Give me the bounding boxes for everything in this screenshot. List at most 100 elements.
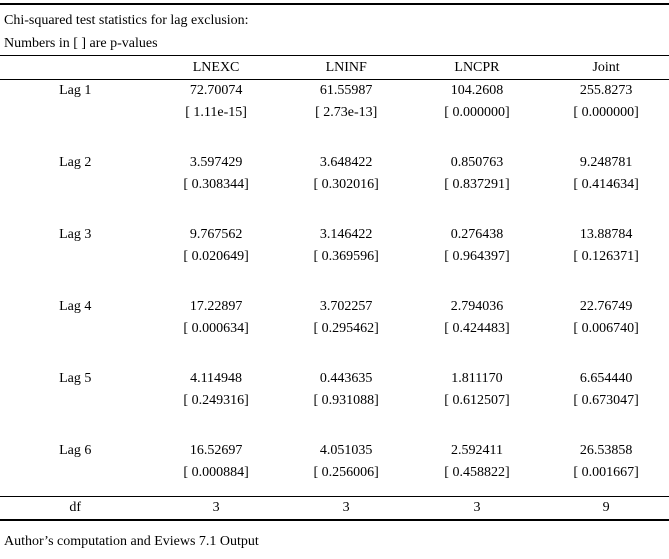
stat-value: 3.648422 — [319, 155, 373, 170]
pvalue: [ 0.000884] — [183, 465, 249, 480]
stat-value: 2.794036 — [450, 299, 504, 314]
pvalue: [ 0.256006] — [313, 465, 379, 480]
stat-value: 9.248781 — [579, 155, 633, 170]
spacer-cell — [0, 124, 669, 152]
spacer-cell — [0, 340, 669, 368]
stat-value: 13.88784 — [579, 227, 633, 242]
df-label: df — [69, 500, 82, 515]
stat-value: 1.811170 — [451, 371, 503, 386]
pvalue: [ 0.424483] — [444, 321, 510, 336]
source-note: Author’s computation and Eviews 7.1 Outp… — [4, 534, 259, 549]
stat-value: 9.767562 — [189, 227, 243, 242]
pvalue: [ 0.612507] — [444, 393, 510, 408]
lag-pvalue-row: [ 1.11e-15] [ 2.73e-13] [ 0.000000] [ 0.000… — [0, 102, 669, 124]
stat-value: 4.114948 — [190, 371, 243, 386]
lag-pvalue-row: [ 0.000884] [ 0.256006] [ 0.458822] [ 0.001… — [0, 462, 669, 484]
stat-value: 22.76749 — [579, 299, 633, 314]
pvalue: [ 0.414634] — [573, 177, 639, 192]
header-cell-lninf: LNINF — [325, 59, 367, 75]
pvalue: [ 0.295462] — [313, 321, 379, 336]
pvalue-label-blank — [0, 318, 151, 340]
lag-pvalue-row: [ 0.020649] [ 0.369596] [ 0.964397] [ 0.126… — [0, 246, 669, 268]
lag-stat-row: Lag 2 3.597429 3.648422 0.850763 9.248781 — [0, 152, 669, 174]
stat-value: 61.55987 — [319, 83, 373, 98]
pvalue: [ 0.369596] — [313, 249, 379, 264]
table-header: LNEXC LNINF LNCPR Joint — [0, 55, 669, 80]
header-row: LNEXC LNINF LNCPR Joint — [0, 55, 669, 80]
df-value-lnexc: 3 — [212, 500, 220, 515]
stat-value: 6.654440 — [579, 371, 633, 386]
table-body: Lag 1 72.70074 61.55987 104.2608 255.8273 [ 1… — [0, 80, 669, 497]
lag-stat-row: Lag 1 72.70074 61.55987 104.2608 255.8273 — [0, 80, 669, 103]
stat-value: 104.2608 — [450, 83, 504, 98]
lag-label: Lag 5 — [59, 371, 92, 386]
pvalue-label-blank — [0, 390, 151, 412]
spacer-cell — [0, 268, 669, 296]
pvalue: [ 0.931088] — [313, 393, 379, 408]
pvalue: [ 0.000634] — [183, 321, 249, 336]
pvalue: [ 0.837291] — [444, 177, 510, 192]
pvalue: [ 0.006740] — [573, 321, 639, 336]
stat-value: 0.276438 — [450, 227, 504, 242]
pvalue: [ 0.249316] — [183, 393, 249, 408]
stat-value: 255.8273 — [579, 83, 633, 98]
stat-value: 4.051035 — [319, 443, 373, 458]
spacer-row — [0, 196, 669, 224]
df-value-joint: 9 — [602, 500, 610, 515]
pvalue: [ 0.000000] — [573, 105, 639, 120]
spacer-row — [0, 484, 669, 497]
header-cell-lnexc: LNEXC — [192, 59, 240, 75]
header-cell-joint: Joint — [592, 59, 620, 75]
lag-label: Lag 6 — [59, 443, 92, 458]
lag-stat-row: Lag 3 9.767562 3.146422 0.276438 13.88784 — [0, 224, 669, 246]
stat-value: 3.146422 — [319, 227, 373, 242]
spacer-row — [0, 412, 669, 440]
spacer-cell — [0, 484, 669, 497]
lag-label: Lag 4 — [59, 299, 92, 314]
pvalue-label-blank — [0, 102, 151, 124]
df-row: df 3 3 3 9 — [0, 496, 669, 520]
pvalue: [ 0.964397] — [444, 249, 510, 264]
lag-stat-row: Lag 5 4.114948 0.443635 1.811170 6.654440 — [0, 368, 669, 390]
pvalue: [ 0.673047] — [573, 393, 639, 408]
header-cell-lncpr: LNCPR — [454, 59, 500, 75]
pvalue-label-blank — [0, 246, 151, 268]
stat-value: 2.592411 — [450, 443, 503, 458]
lag-pvalue-row: [ 0.249316] [ 0.931088] [ 0.612507] [ 0.673… — [0, 390, 669, 412]
table-subtitle: Numbers in [ ] are p-values — [4, 36, 158, 51]
spacer-cell — [0, 196, 669, 224]
pvalue: [ 2.73e-13] — [315, 105, 378, 120]
lag-pvalue-row: [ 0.000634] [ 0.295462] [ 0.424483] [ 0.006… — [0, 318, 669, 340]
pvalue: [ 0.001667] — [573, 465, 639, 480]
stat-value: 0.850763 — [450, 155, 504, 170]
lag-pvalue-row: [ 0.308344] [ 0.302016] [ 0.837291] [ 0.414… — [0, 174, 669, 196]
lag-label: Lag 2 — [59, 155, 92, 170]
stat-value: 16.52697 — [189, 443, 243, 458]
header-cell-blank — [0, 56, 151, 80]
stat-value: 3.597429 — [189, 155, 243, 170]
pvalue: [ 0.302016] — [313, 177, 379, 192]
pvalue: [ 0.020649] — [183, 249, 249, 264]
table-title: Chi-squared test statistics for lag excl… — [4, 13, 249, 28]
spacer-row — [0, 340, 669, 368]
stat-value: 17.22897 — [189, 299, 243, 314]
stat-value: 26.53858 — [579, 443, 633, 458]
df-value-lninf: 3 — [342, 500, 350, 515]
pvalue: [ 0.308344] — [183, 177, 249, 192]
lag-label: Lag 3 — [59, 227, 92, 242]
lag-exclusion-table: LNEXC LNINF LNCPR Joint Lag 1 72.70074 61.… — [0, 55, 669, 521]
df-section: df 3 3 3 9 — [0, 496, 669, 520]
spacer-row — [0, 124, 669, 152]
pvalue-label-blank — [0, 174, 151, 196]
df-value-lncpr: 3 — [473, 500, 481, 515]
spacer-cell — [0, 412, 669, 440]
lag-stat-row: Lag 4 17.22897 3.702257 2.794036 22.76749 — [0, 296, 669, 318]
pvalue: [ 0.000000] — [444, 105, 510, 120]
pvalue: [ 0.126371] — [573, 249, 639, 264]
stat-value: 0.443635 — [319, 371, 373, 386]
pvalue: [ 0.458822] — [444, 465, 510, 480]
lag-stat-row: Lag 6 16.52697 4.051035 2.592411 26.53858 — [0, 440, 669, 462]
stat-value: 72.70074 — [189, 83, 243, 98]
pvalue-label-blank — [0, 462, 151, 484]
